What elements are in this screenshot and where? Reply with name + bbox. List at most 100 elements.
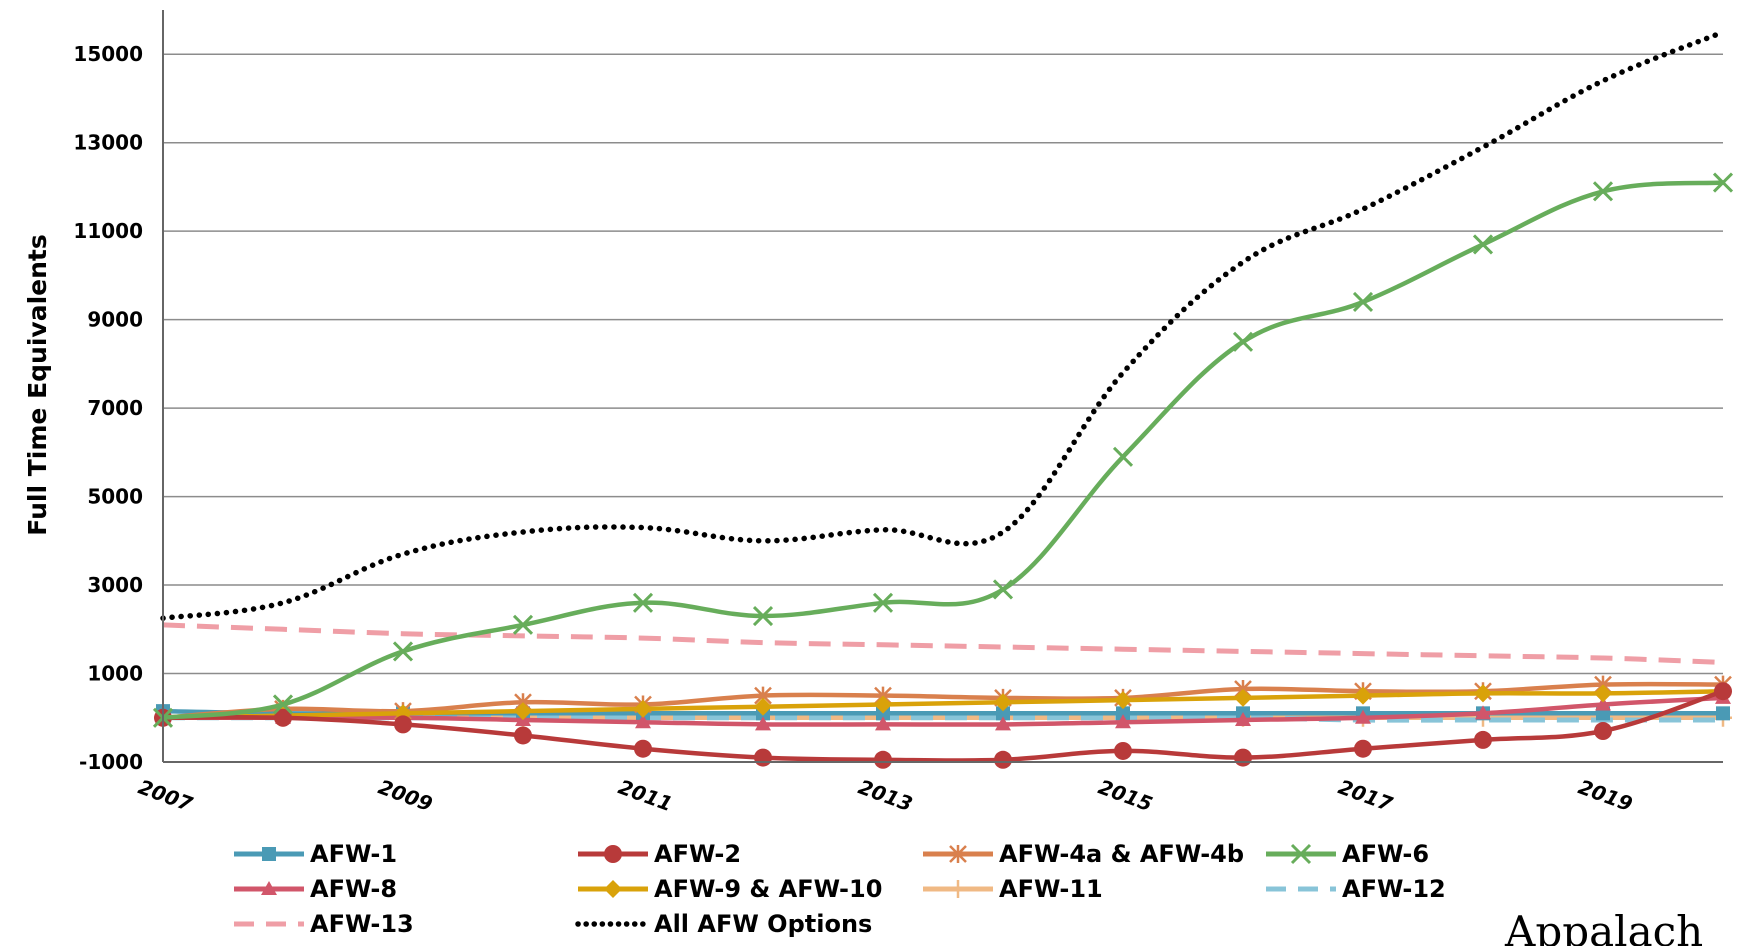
data-point bbox=[874, 695, 892, 714]
data-point bbox=[1472, 234, 1494, 255]
y-tick-label: 13000 bbox=[73, 131, 143, 155]
data-point bbox=[1114, 691, 1132, 710]
data-point bbox=[514, 726, 532, 745]
data-point bbox=[1352, 291, 1374, 313]
legend-marker bbox=[604, 880, 622, 898]
data-point bbox=[1234, 748, 1252, 767]
y-tick-label: 5000 bbox=[87, 485, 143, 509]
data-point bbox=[514, 702, 532, 721]
legend-item: AFW-13 bbox=[234, 910, 414, 938]
data-point bbox=[1716, 706, 1730, 721]
legend-label: AFW-2 bbox=[654, 840, 741, 868]
data-point bbox=[1354, 686, 1372, 705]
legend-marker bbox=[949, 880, 967, 898]
data-point bbox=[1595, 696, 1611, 711]
legend-label: AFW-1 bbox=[310, 840, 397, 868]
data-point bbox=[392, 641, 414, 662]
data-point bbox=[994, 750, 1012, 769]
data-point bbox=[394, 715, 412, 734]
data-point bbox=[875, 716, 891, 731]
x-tick-label: 2017 bbox=[1335, 775, 1396, 817]
legend: AFW-1 AFW-2 AFW-4a & AFW-4b AFW-6 AFW-8 AFW-9… bbox=[234, 840, 1446, 938]
legend-marker bbox=[261, 881, 277, 895]
series-line bbox=[160, 695, 1726, 727]
data-point bbox=[755, 716, 771, 731]
legend-marker bbox=[949, 845, 967, 863]
data-point bbox=[1115, 714, 1131, 729]
data-point bbox=[1114, 741, 1132, 760]
data-point bbox=[632, 592, 654, 613]
data-point bbox=[512, 614, 534, 635]
data-point bbox=[1594, 722, 1612, 741]
legend-label: AFW-13 bbox=[310, 910, 414, 938]
series-line bbox=[160, 180, 1726, 721]
legend-item: AFW-2 bbox=[578, 840, 741, 868]
data-point bbox=[272, 694, 294, 715]
data-point bbox=[872, 592, 894, 613]
data-point bbox=[1714, 682, 1732, 701]
legend-item: AFW-12 bbox=[1266, 875, 1446, 903]
series-3 bbox=[152, 172, 1734, 728]
series-line bbox=[160, 29, 1726, 621]
data-point bbox=[1474, 684, 1492, 703]
y-tick-label: 7000 bbox=[87, 396, 143, 420]
data-point bbox=[754, 697, 772, 716]
data-point bbox=[634, 699, 652, 718]
series-line bbox=[160, 688, 1726, 721]
legend-label: AFW-11 bbox=[999, 875, 1103, 903]
data-point bbox=[996, 706, 1010, 721]
data-point bbox=[1474, 730, 1492, 749]
data-point bbox=[274, 708, 292, 727]
data-point bbox=[1475, 705, 1491, 720]
data-point bbox=[1592, 181, 1614, 202]
data-point bbox=[994, 693, 1012, 712]
watermark-text: Appalach bbox=[1504, 907, 1703, 946]
data-point bbox=[1235, 711, 1251, 726]
data-point bbox=[754, 748, 772, 767]
legend-label: AFW-12 bbox=[1342, 875, 1446, 903]
gridlines bbox=[163, 53, 1723, 763]
data-point bbox=[1354, 739, 1372, 758]
y-tick-label: 1000 bbox=[87, 662, 143, 686]
y-tick-label: 15000 bbox=[73, 42, 143, 66]
y-tick-label: 9000 bbox=[87, 308, 143, 332]
y-tick-label: 3000 bbox=[87, 573, 143, 597]
legend-item: AFW-11 bbox=[923, 875, 1103, 903]
x-tick-label: 2013 bbox=[855, 775, 916, 817]
data-point bbox=[1594, 684, 1612, 703]
series-line bbox=[162, 622, 1724, 665]
series-8 bbox=[162, 622, 1724, 665]
axes bbox=[162, 10, 1723, 763]
legend-label: AFW-8 bbox=[310, 875, 397, 903]
legend-marker bbox=[604, 845, 622, 863]
legend-label: AFW-6 bbox=[1342, 840, 1429, 868]
data-point bbox=[635, 714, 651, 729]
x-tick-label: 2015 bbox=[1095, 775, 1156, 817]
legend-marker bbox=[1290, 843, 1312, 865]
y-tick-label: 11000 bbox=[73, 219, 143, 243]
data-point bbox=[1712, 172, 1734, 193]
data-point bbox=[1112, 446, 1134, 467]
data-point bbox=[992, 579, 1014, 600]
x-tick-label: 2009 bbox=[375, 775, 436, 817]
legend-item: AFW-1 bbox=[234, 840, 397, 868]
legend-label: All AFW Options bbox=[654, 910, 872, 938]
legend-label: AFW-4a & AFW-4b bbox=[999, 840, 1244, 868]
legend-item: AFW-9 & AFW-10 bbox=[578, 875, 882, 903]
x-tick-label: 2011 bbox=[615, 775, 676, 817]
data-point bbox=[1234, 688, 1252, 707]
x-tick-label: 2007 bbox=[135, 775, 196, 817]
y-tick-label: -1000 bbox=[79, 750, 143, 774]
x-tick-labels: 2007 2009 2011 2013 2015 2017 2019 bbox=[135, 775, 1636, 817]
data-point bbox=[752, 605, 774, 627]
data-point bbox=[995, 716, 1011, 731]
data-point bbox=[1232, 331, 1254, 352]
data-point bbox=[1116, 706, 1130, 721]
legend-marker bbox=[262, 847, 276, 861]
data-point bbox=[874, 750, 892, 769]
series-9 bbox=[160, 29, 1726, 621]
legend-item: AFW-8 bbox=[234, 875, 397, 903]
series-lines bbox=[152, 29, 1734, 769]
data-point bbox=[634, 739, 652, 758]
y-axis-label: Full Time Equivalents bbox=[23, 234, 52, 535]
